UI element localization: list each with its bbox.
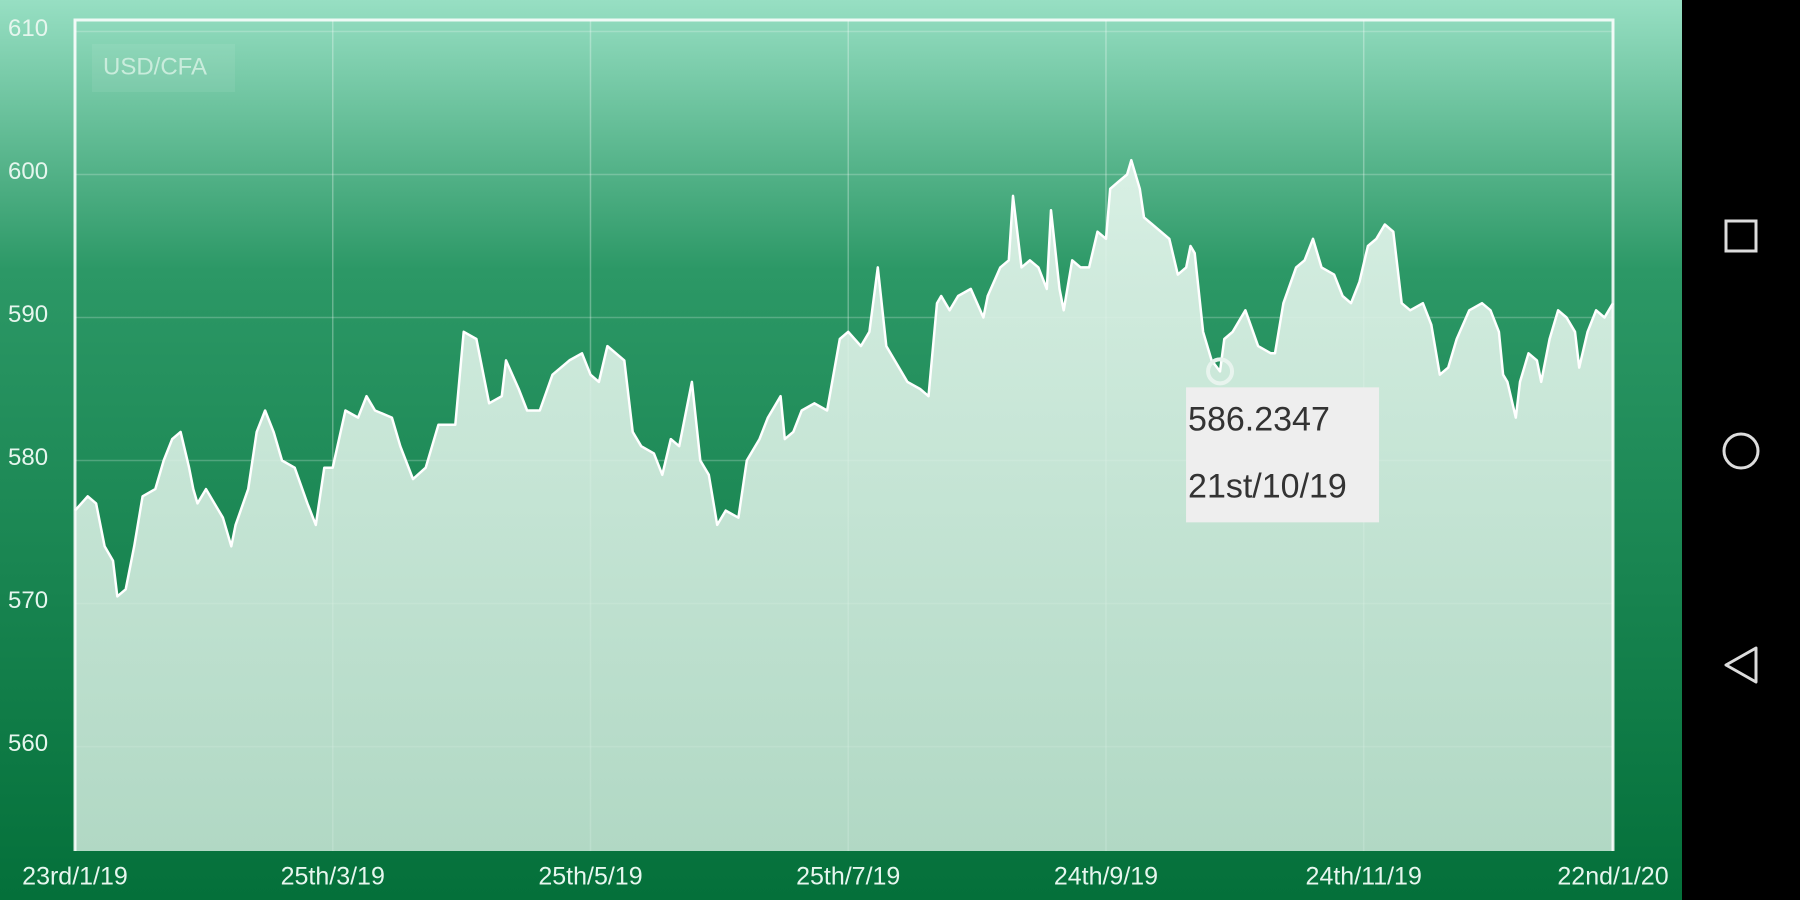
tooltip-box xyxy=(1186,387,1380,523)
selected-point xyxy=(1206,357,1235,386)
y-tick-label: 560 xyxy=(8,730,48,757)
x-tick-label: 24th/9/19 xyxy=(1054,863,1158,891)
chart-title: USD/CFA xyxy=(103,53,207,80)
x-tick-label: 25th/5/19 xyxy=(538,863,642,891)
recents-button[interactable] xyxy=(1724,219,1758,253)
x-tick-label: 25th/7/19 xyxy=(796,863,900,891)
y-tick-label: 610 xyxy=(8,15,48,42)
title-box xyxy=(92,44,235,92)
x-tick-label: 22nd/1/20 xyxy=(1557,863,1668,891)
tooltip-date: 21st/10/19 xyxy=(1188,467,1347,505)
line xyxy=(74,158,1615,598)
plot-frame xyxy=(73,18,1615,851)
y-tick-label: 600 xyxy=(8,158,48,185)
area-fill xyxy=(75,160,1613,851)
y-tick-label: 570 xyxy=(8,587,48,614)
plot: 560 570 580 590 600 610 23rd/1/19 25th/3/19 25th… xyxy=(8,15,1669,891)
y-tick-label: 580 xyxy=(8,444,48,471)
x-tick-label: 24th/11/19 xyxy=(1306,863,1422,891)
home-button[interactable] xyxy=(1722,432,1760,470)
x-tick-label: 23rd/1/19 xyxy=(22,863,128,891)
nav-bar xyxy=(1682,0,1800,900)
x-tick-label: 25th/3/19 xyxy=(281,863,385,891)
y-tick-label: 590 xyxy=(8,301,48,328)
back-button[interactable] xyxy=(1724,646,1758,684)
tooltip-value: 586.2347 xyxy=(1188,400,1330,438)
